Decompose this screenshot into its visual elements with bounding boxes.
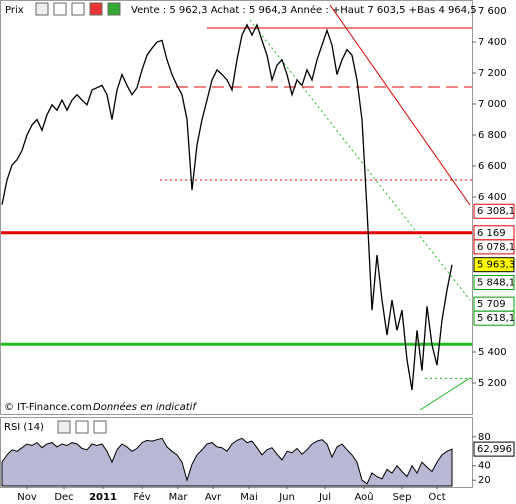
x-tick-label: Oct <box>428 492 445 503</box>
x-tick-label: Jul <box>318 492 331 503</box>
price-marker-label: 6 169 <box>477 228 506 239</box>
rsi-area <box>1 437 453 487</box>
y-tick-label: 7 000 <box>478 99 507 110</box>
x-tick-label: Sep <box>393 492 412 503</box>
x-tick-label: Mar <box>169 492 189 503</box>
price-marker-label: 6 078,1 <box>477 242 515 253</box>
price-marker <box>473 203 515 219</box>
tool-icon[interactable] <box>57 420 71 434</box>
y-tick-label: 6 800 <box>478 130 507 141</box>
source: © IT-Finance.com <box>4 402 92 413</box>
y-tick-label: 5 400 <box>478 347 507 358</box>
y-tick-label: 7 400 <box>478 37 507 48</box>
tool-icon[interactable] <box>35 2 49 16</box>
price-marker-label: 5 709 <box>477 299 506 310</box>
x-tick-label: Dec <box>54 492 73 503</box>
price-marker <box>473 239 515 255</box>
price-marker <box>473 310 515 326</box>
x-tick-label: 2011 <box>89 492 117 503</box>
price-marker <box>473 275 515 291</box>
quote-info: Vente : 5 962,3 Achat : 5 964,3 Année : … <box>131 4 477 16</box>
price-marker-label: 5 848,1 <box>477 278 515 289</box>
x-tick-label: Mai <box>240 492 258 503</box>
price-marker <box>473 441 515 457</box>
tool-icon[interactable] <box>75 420 89 434</box>
price-marker-label: 5 618,1 <box>477 313 515 324</box>
x-tick-label: Jun <box>278 492 295 503</box>
rsi-title: RSI (14) <box>4 422 44 433</box>
y-tick-label: 7 200 <box>478 68 507 79</box>
trend-line <box>419 377 471 411</box>
tool-icon[interactable] <box>89 2 103 16</box>
x-tick-label: Nov <box>17 492 37 503</box>
y-tick-label: 80 <box>478 432 491 443</box>
y-tick-label: 5 200 <box>478 378 507 389</box>
note: Données en indicatif <box>93 401 197 413</box>
tool-icon[interactable] <box>93 420 107 434</box>
x-tick-label: Aoû <box>354 491 373 503</box>
y-tick-label: 6 400 <box>478 192 507 203</box>
price-marker-label: 62,996 <box>477 444 512 455</box>
trend-line <box>249 19 471 301</box>
price-marker-label: 6 308,1 <box>477 206 515 217</box>
price-marker <box>473 257 515 273</box>
price-marker-label: 5 963,3 <box>477 260 515 271</box>
price-line <box>1 23 453 391</box>
panel-title: Prix <box>5 5 24 16</box>
y-tick-label: 20 <box>478 475 491 486</box>
toolbar[interactable] <box>35 2 121 16</box>
trend-line <box>329 4 471 206</box>
x-tick-label: Avr <box>205 492 222 503</box>
y-tick-label: 40 <box>478 461 491 472</box>
tool-icon[interactable] <box>107 2 121 16</box>
y-tick-label: 6 600 <box>478 161 507 172</box>
x-tick-label: Fév <box>133 491 150 503</box>
tool-icon[interactable] <box>53 2 67 16</box>
y-tick-label: 7 600 <box>478 6 507 17</box>
tool-icon[interactable] <box>71 2 85 16</box>
